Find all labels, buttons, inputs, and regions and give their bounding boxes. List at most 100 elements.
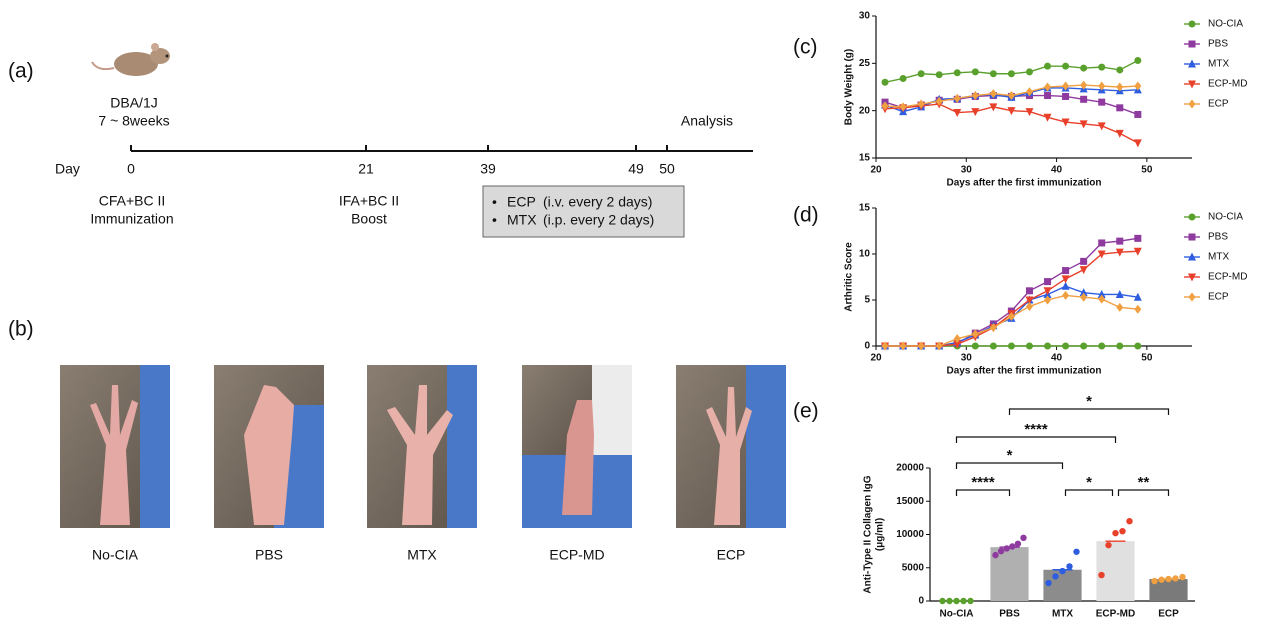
marker: [1062, 267, 1070, 275]
data-point: [1119, 527, 1126, 535]
x-tick-label: 30: [961, 353, 973, 364]
x-tick-label: 50: [1141, 353, 1153, 364]
treatment: MTX: [507, 212, 537, 228]
marker: [1079, 288, 1088, 297]
data-point: [960, 597, 967, 605]
marker: [935, 96, 943, 106]
marker: [1188, 213, 1196, 221]
marker: [1188, 40, 1196, 48]
significance-bracket: [1008, 408, 1170, 415]
analysis: Analysis: [681, 113, 733, 129]
marker: [989, 70, 997, 78]
marker: [935, 71, 943, 79]
marker: [1007, 91, 1015, 101]
data-point: [1059, 567, 1066, 575]
marker: [1007, 312, 1015, 322]
marker: [971, 329, 979, 339]
marker: [1134, 304, 1142, 314]
marker: [1098, 81, 1106, 91]
data-point: [1126, 518, 1133, 525]
data-point: [1020, 534, 1027, 542]
legend-label: ECP-MD: [1208, 79, 1247, 90]
x-tick-label: PBS: [999, 609, 1020, 619]
marker: [1098, 98, 1106, 106]
marker: [1116, 302, 1124, 312]
event: CFA+BC II: [99, 193, 166, 209]
legend-label: PBS: [1208, 39, 1228, 50]
marker: [1025, 342, 1033, 350]
marker: [1098, 239, 1106, 247]
data-point: [1158, 576, 1165, 583]
marker: [1116, 104, 1124, 112]
marker: [1079, 266, 1088, 275]
marker: [971, 108, 980, 117]
bar: [1149, 579, 1188, 601]
marker: [1188, 80, 1196, 89]
marker: [1080, 342, 1088, 350]
paw-photo: [60, 365, 170, 528]
panel-label: (d): [793, 204, 819, 227]
data-point: [1045, 579, 1052, 587]
marker: [1025, 301, 1033, 311]
x-tick-label: 50: [1141, 165, 1153, 176]
significance-bracket: [955, 462, 1064, 469]
data-point: [1009, 543, 1016, 550]
marker: [1116, 66, 1124, 74]
y-axis-label: (μg/ml): [875, 518, 886, 551]
y-tick-label: 0: [918, 596, 924, 607]
legend-label: ECP: [1208, 99, 1229, 110]
data-point: [1165, 575, 1172, 583]
data-point: [939, 597, 946, 605]
day: 0: [127, 161, 135, 177]
marker: [1007, 107, 1016, 116]
event: Immunization: [90, 211, 173, 227]
marker: [1044, 62, 1052, 70]
marker: [1098, 63, 1106, 71]
marker: [1025, 108, 1034, 117]
marker: [1133, 292, 1142, 301]
paw-photo: [522, 365, 632, 528]
marker: [1134, 81, 1142, 91]
marker: [899, 74, 907, 82]
legend-label: MTX: [1208, 59, 1229, 70]
marker: [1097, 122, 1106, 131]
marker: [1188, 233, 1196, 241]
legend-label: NO-CIA: [1208, 19, 1243, 30]
photo-label: PBS: [255, 547, 283, 563]
data-point: [1179, 573, 1186, 581]
marker: [1080, 64, 1088, 72]
treatment-box: [482, 185, 685, 238]
x-tick-label: 30: [961, 165, 973, 176]
marker: [1115, 248, 1124, 257]
marker: [1116, 342, 1124, 350]
day: 39: [480, 161, 496, 177]
marker: [1188, 99, 1196, 109]
marker: [1079, 120, 1088, 129]
marker: [1080, 95, 1088, 103]
marker: [1116, 82, 1124, 92]
y-axis-label: Arthritic Score: [844, 242, 855, 312]
data-point: [992, 551, 999, 559]
data-point: [1066, 563, 1073, 570]
marker: [1134, 110, 1142, 118]
y-tick-label: 20: [859, 105, 871, 116]
marker: [989, 342, 997, 350]
marker: [1115, 129, 1124, 138]
marker: [1061, 281, 1070, 290]
bullet: •: [492, 194, 497, 210]
marker: [953, 109, 962, 118]
legend-label: ECP-MD: [1208, 272, 1247, 283]
marker: [1061, 118, 1070, 127]
significance-label: ****: [971, 474, 995, 491]
data-point: [1073, 548, 1080, 555]
photo-label: MTX: [407, 547, 437, 563]
legend-label: NO-CIA: [1208, 212, 1243, 223]
marker: [1097, 289, 1106, 298]
x-tick-label: No-CIA: [940, 609, 974, 619]
marker: [989, 89, 997, 99]
data-point: [1105, 541, 1112, 549]
y-tick-label: 15: [859, 153, 871, 164]
y-tick-label: 25: [859, 58, 871, 69]
marker: [1062, 62, 1070, 70]
